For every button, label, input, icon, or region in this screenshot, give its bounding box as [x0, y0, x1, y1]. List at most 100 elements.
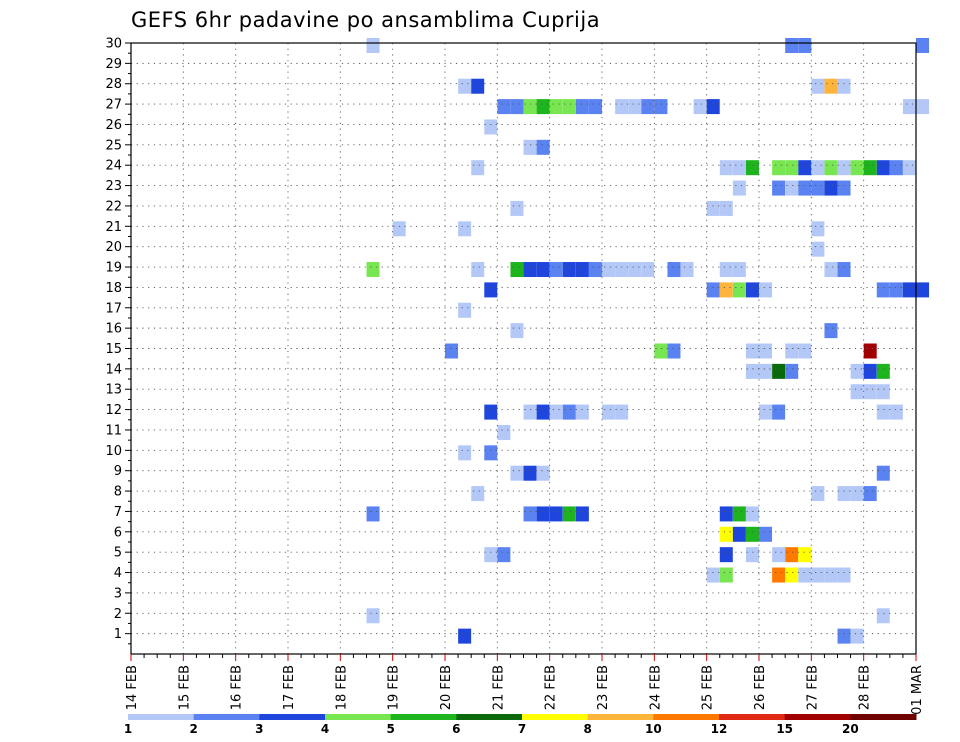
heatmap-cell	[850, 486, 864, 502]
heatmap-cell	[850, 363, 864, 379]
heatmap-cell	[523, 262, 537, 278]
heatmap-cell	[759, 404, 773, 420]
y-tick-label: 1	[114, 627, 122, 642]
y-tick-label: 30	[105, 37, 122, 52]
y-tick-label: 22	[105, 199, 122, 214]
heatmap-cell	[759, 343, 773, 359]
legend-label: 10	[645, 722, 662, 736]
heatmap-cell	[798, 567, 812, 583]
y-tick-label: 18	[105, 281, 122, 296]
heatmap-cell	[876, 404, 890, 420]
heatmap-cell	[706, 200, 720, 216]
heatmap-cell	[837, 628, 851, 644]
heatmap-cell	[811, 221, 825, 237]
heatmap-cell	[745, 363, 759, 379]
heatmap-cell	[824, 262, 838, 278]
y-tick-label: 23	[105, 179, 122, 194]
heatmap-cell	[902, 99, 916, 115]
y-tick-label: 7	[114, 505, 122, 520]
heatmap-cell	[484, 445, 498, 461]
heatmap-cell	[772, 404, 786, 420]
legend-swatch	[456, 714, 523, 720]
heatmap-cell	[458, 445, 472, 461]
heatmap-cell	[523, 506, 537, 522]
x-tick-label: 17 FEB	[282, 665, 297, 710]
heatmap-cell	[575, 262, 589, 278]
heatmap-cell	[889, 282, 903, 298]
heatmap-cell	[366, 262, 380, 278]
heatmap-cell	[719, 506, 733, 522]
y-tick-label: 28	[105, 77, 122, 92]
heatmap-cell	[602, 404, 616, 420]
heatmap-cell	[772, 160, 786, 176]
heatmap-cell	[785, 363, 799, 379]
legend-label: 8	[583, 722, 591, 736]
heatmap-cell	[785, 38, 799, 53]
heatmap-cell	[916, 282, 930, 298]
heatmap-cell	[562, 506, 576, 522]
heatmap-cell	[615, 262, 629, 278]
y-tick-label: 15	[105, 342, 122, 357]
heatmap-cell	[824, 78, 838, 94]
heatmap-cell	[575, 506, 589, 522]
heatmap-cell	[732, 506, 746, 522]
y-tick-label: 16	[105, 322, 122, 337]
heatmap-cell	[484, 119, 498, 135]
y-tick-label: 9	[114, 464, 122, 479]
heatmap-cell	[719, 282, 733, 298]
y-tick-label: 4	[114, 566, 122, 581]
y-tick-label: 10	[105, 444, 122, 459]
x-tick-label: 20 FEB	[439, 665, 454, 710]
heatmap-cell	[745, 160, 759, 176]
x-tick-label: 22 FEB	[544, 665, 559, 710]
y-tick-label: 5	[114, 546, 122, 561]
heatmap-cell	[719, 547, 733, 563]
x-tick-label: 18 FEB	[334, 665, 349, 710]
heatmap-cell	[654, 343, 668, 359]
heatmap-cell	[523, 139, 537, 155]
legend-label: 20	[842, 722, 859, 736]
x-tick-label: 01 MAR	[910, 665, 925, 715]
heatmap-cell	[732, 180, 746, 196]
heatmap-cell	[876, 282, 890, 298]
heatmap-cell	[628, 99, 642, 115]
x-tick-label: 14 FEB	[125, 665, 140, 710]
legend-label: 12	[711, 722, 728, 736]
heatmap-cell	[876, 384, 890, 400]
heatmap-cell	[562, 262, 576, 278]
grid-lines	[131, 43, 916, 654]
legend-label: 3	[255, 722, 263, 736]
x-tick-label: 21 FEB	[491, 665, 506, 710]
heatmap-cell	[549, 404, 563, 420]
heatmap-cell	[759, 363, 773, 379]
heatmap-cell	[588, 262, 602, 278]
heatmap-cell	[536, 99, 550, 115]
heatmap-cell	[484, 282, 498, 298]
heatmap-cell	[484, 547, 498, 563]
heatmap-cell	[458, 221, 472, 237]
heatmap-cell	[745, 282, 759, 298]
heatmap-cell	[811, 180, 825, 196]
y-tick-label: 26	[105, 118, 122, 133]
heatmap-cell	[916, 99, 930, 115]
heatmap-cell	[615, 99, 629, 115]
x-tick-label: 23 FEB	[596, 665, 611, 710]
heatmap-cell	[863, 486, 877, 502]
heatmap-cell	[759, 282, 773, 298]
heatmap-cell	[824, 323, 838, 339]
heatmap-cell	[471, 78, 485, 94]
heatmap-cell	[536, 139, 550, 155]
heatmap-cell	[693, 99, 707, 115]
color-legend: 1 2 3 4 5 6 7 8 10 12 15 20	[124, 714, 917, 736]
heatmap-cell	[536, 262, 550, 278]
heatmap-cell	[745, 526, 759, 542]
heatmap-cells	[366, 38, 930, 644]
heatmap-cell	[536, 506, 550, 522]
heatmap-cell	[772, 547, 786, 563]
heatmap-cell	[719, 200, 733, 216]
y-tick-label: 8	[114, 485, 122, 500]
legend-swatch	[719, 714, 786, 720]
heatmap-cell	[484, 404, 498, 420]
legend-label: 6	[452, 722, 460, 736]
